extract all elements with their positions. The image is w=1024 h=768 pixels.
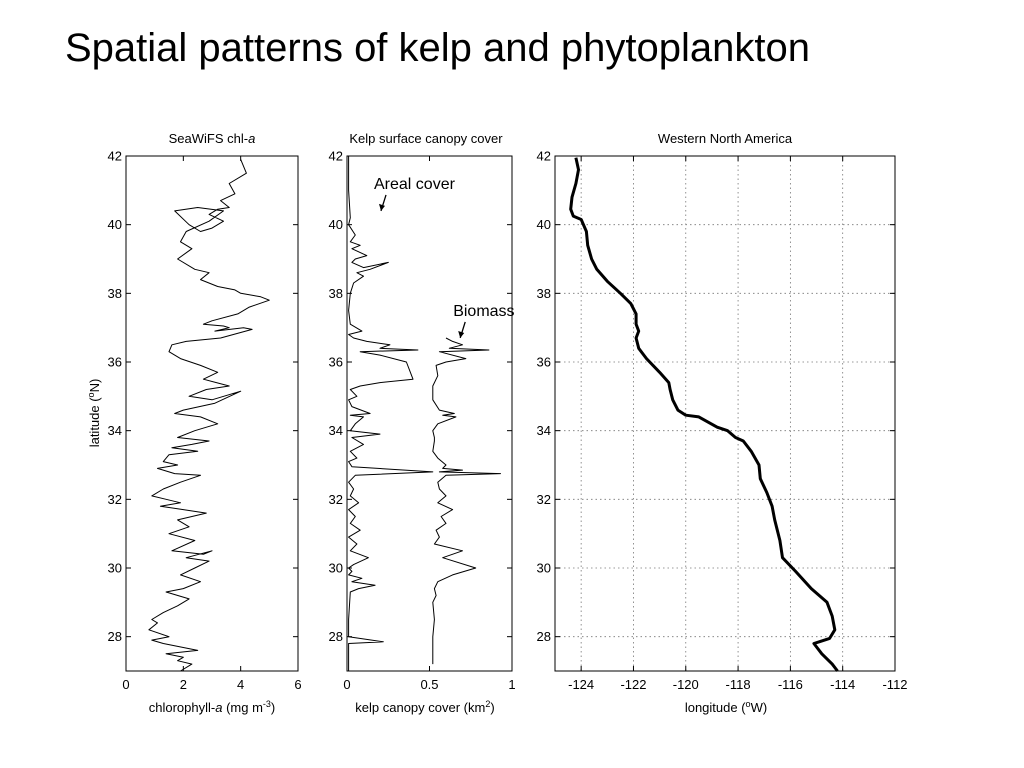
kelp-ticks: 0 0.5 1 28 30 32 34 36 38 40 42 [329,149,516,693]
map-x-tick-label: -124 [568,677,594,692]
chl-panel: 0 2 4 6 28 30 32 34 36 38 40 42 SeaWiFS chl-a chlor… [86,131,302,715]
map-y-tick-label: 40 [537,217,551,232]
kelp-y-tick-label: 38 [329,286,343,301]
map-series [569,157,839,672]
chl-x-axis-label: chlorophyll-a (mg m-3) [149,699,276,715]
chl-title: SeaWiFS chl-a [169,131,256,146]
map-x-tick-label: -116 [778,677,803,692]
chl-y-tick-label: 30 [108,561,122,576]
chl-series-line [148,159,270,672]
chl-series [148,159,270,672]
chl-y-tick-label: 32 [108,492,122,507]
map-x-tick-label: -122 [620,677,646,692]
kelp-series-areal-cover [348,156,434,671]
kelp-plot-frame [346,155,513,672]
map-x-tick-label: -120 [673,677,699,692]
chl-y-tick-label: 34 [108,423,122,438]
kelp-x-tick-label: 1 [508,677,515,692]
chl-y-tick-label: 28 [108,629,122,644]
annotation-arrowhead-biomass [458,330,465,338]
map-y-tick-label: 34 [537,423,551,438]
latitude-axis-label: latitude (oN) [86,379,102,448]
map-series-line [569,157,839,672]
kelp-y-tick-label: 28 [329,629,343,644]
chl-y-tick-label: 42 [108,149,122,164]
chl-x-tick-label: 4 [237,677,244,692]
map-y-tick-label: 28 [537,629,551,644]
kelp-x-tick-label: 0.5 [420,677,438,692]
map-x-tick-label: -118 [726,677,751,692]
chl-x-tick-label: 2 [180,677,187,692]
map-x-axis-label: longitude (oW) [685,699,767,715]
slide-title: Spatial patterns of kelp and phytoplankt… [65,26,810,70]
map-y-tick-label: 36 [537,355,551,370]
map-grid [555,156,895,671]
kelp-x-tick-label: 0 [343,677,350,692]
annotation-areal-cover: Areal cover [374,176,456,193]
map-y-tick-label: 42 [537,149,551,164]
chl-y-tick-label: 38 [108,286,122,301]
kelp-y-tick-label: 30 [329,561,343,576]
map-x-tick-label: -112 [882,677,907,692]
annotation-arrowhead-areal-cover [379,203,385,211]
map-title: Western North America [658,131,793,146]
kelp-panel: 0 0.5 1 28 30 32 34 36 38 40 42 Areal cover Biomass… [329,131,516,715]
map-y-tick-label: 32 [537,492,551,507]
map-panel: -124 -122 -120 -118 -116 -114 -112 28 30 32 34 36 38… [537,131,908,715]
map-x-tick-label: -114 [830,677,855,692]
kelp-title: Kelp surface canopy cover [349,131,503,146]
kelp-y-tick-label: 32 [329,492,343,507]
kelp-series-biomass [432,337,501,665]
kelp-annotations: Areal cover Biomass [374,176,515,339]
annotation-biomass: Biomass [453,303,514,320]
map-y-tick-label: 38 [537,286,551,301]
chl-y-tick-label: 40 [108,217,122,232]
map-plot-frame [554,155,896,672]
kelp-y-tick-label: 42 [329,149,343,164]
chl-y-tick-label: 36 [108,355,122,370]
chl-x-tick-label: 0 [122,677,129,692]
kelp-x-axis-label: kelp canopy cover (km2) [355,699,494,715]
kelp-y-tick-label: 34 [329,423,343,438]
chl-plot-frame [125,155,299,672]
chl-ticks: 0 2 4 6 28 30 32 34 36 38 40 42 [108,149,302,693]
chl-x-tick-label: 6 [294,677,301,692]
kelp-y-tick-label: 36 [329,355,343,370]
map-ticks: -124 -122 -120 -118 -116 -114 -112 28 30 32 34 36 38… [537,149,908,693]
map-y-tick-label: 30 [537,561,551,576]
kelp-series [348,156,501,671]
kelp-y-tick-label: 40 [329,217,343,232]
